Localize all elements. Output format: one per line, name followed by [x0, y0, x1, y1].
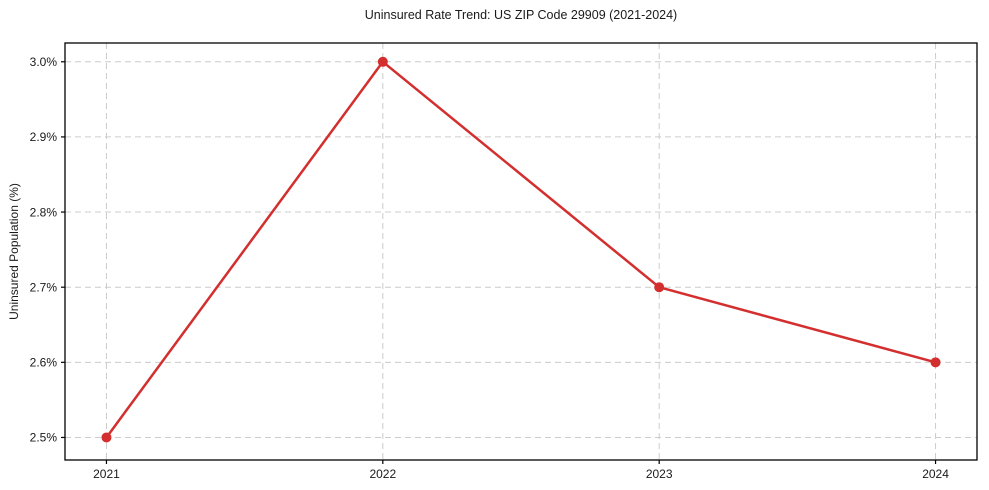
data-point-marker: [101, 432, 112, 443]
y-tick-label: 2.7%: [30, 280, 58, 294]
y-tick-label: 2.8%: [30, 205, 58, 219]
x-tick-label: 2021: [93, 467, 120, 481]
data-point-marker: [654, 282, 665, 293]
x-tick-label: 2023: [646, 467, 673, 481]
data-point-marker: [377, 56, 388, 67]
plot-border: [64, 42, 978, 461]
y-axis-label: Uninsured Population (%): [7, 183, 21, 320]
y-tick-label: 3.0%: [30, 55, 58, 69]
trend-line: [105, 60, 937, 439]
y-tick-label: 2.9%: [30, 130, 58, 144]
data-point-marker: [930, 357, 941, 368]
y-tick-label: 2.5%: [30, 431, 58, 445]
x-tick-label: 2022: [369, 467, 396, 481]
x-tick-label: 2024: [922, 467, 949, 481]
y-tick-label: 2.6%: [30, 356, 58, 370]
chart-title: Uninsured Rate Trend: US ZIP Code 29909 …: [364, 8, 678, 22]
